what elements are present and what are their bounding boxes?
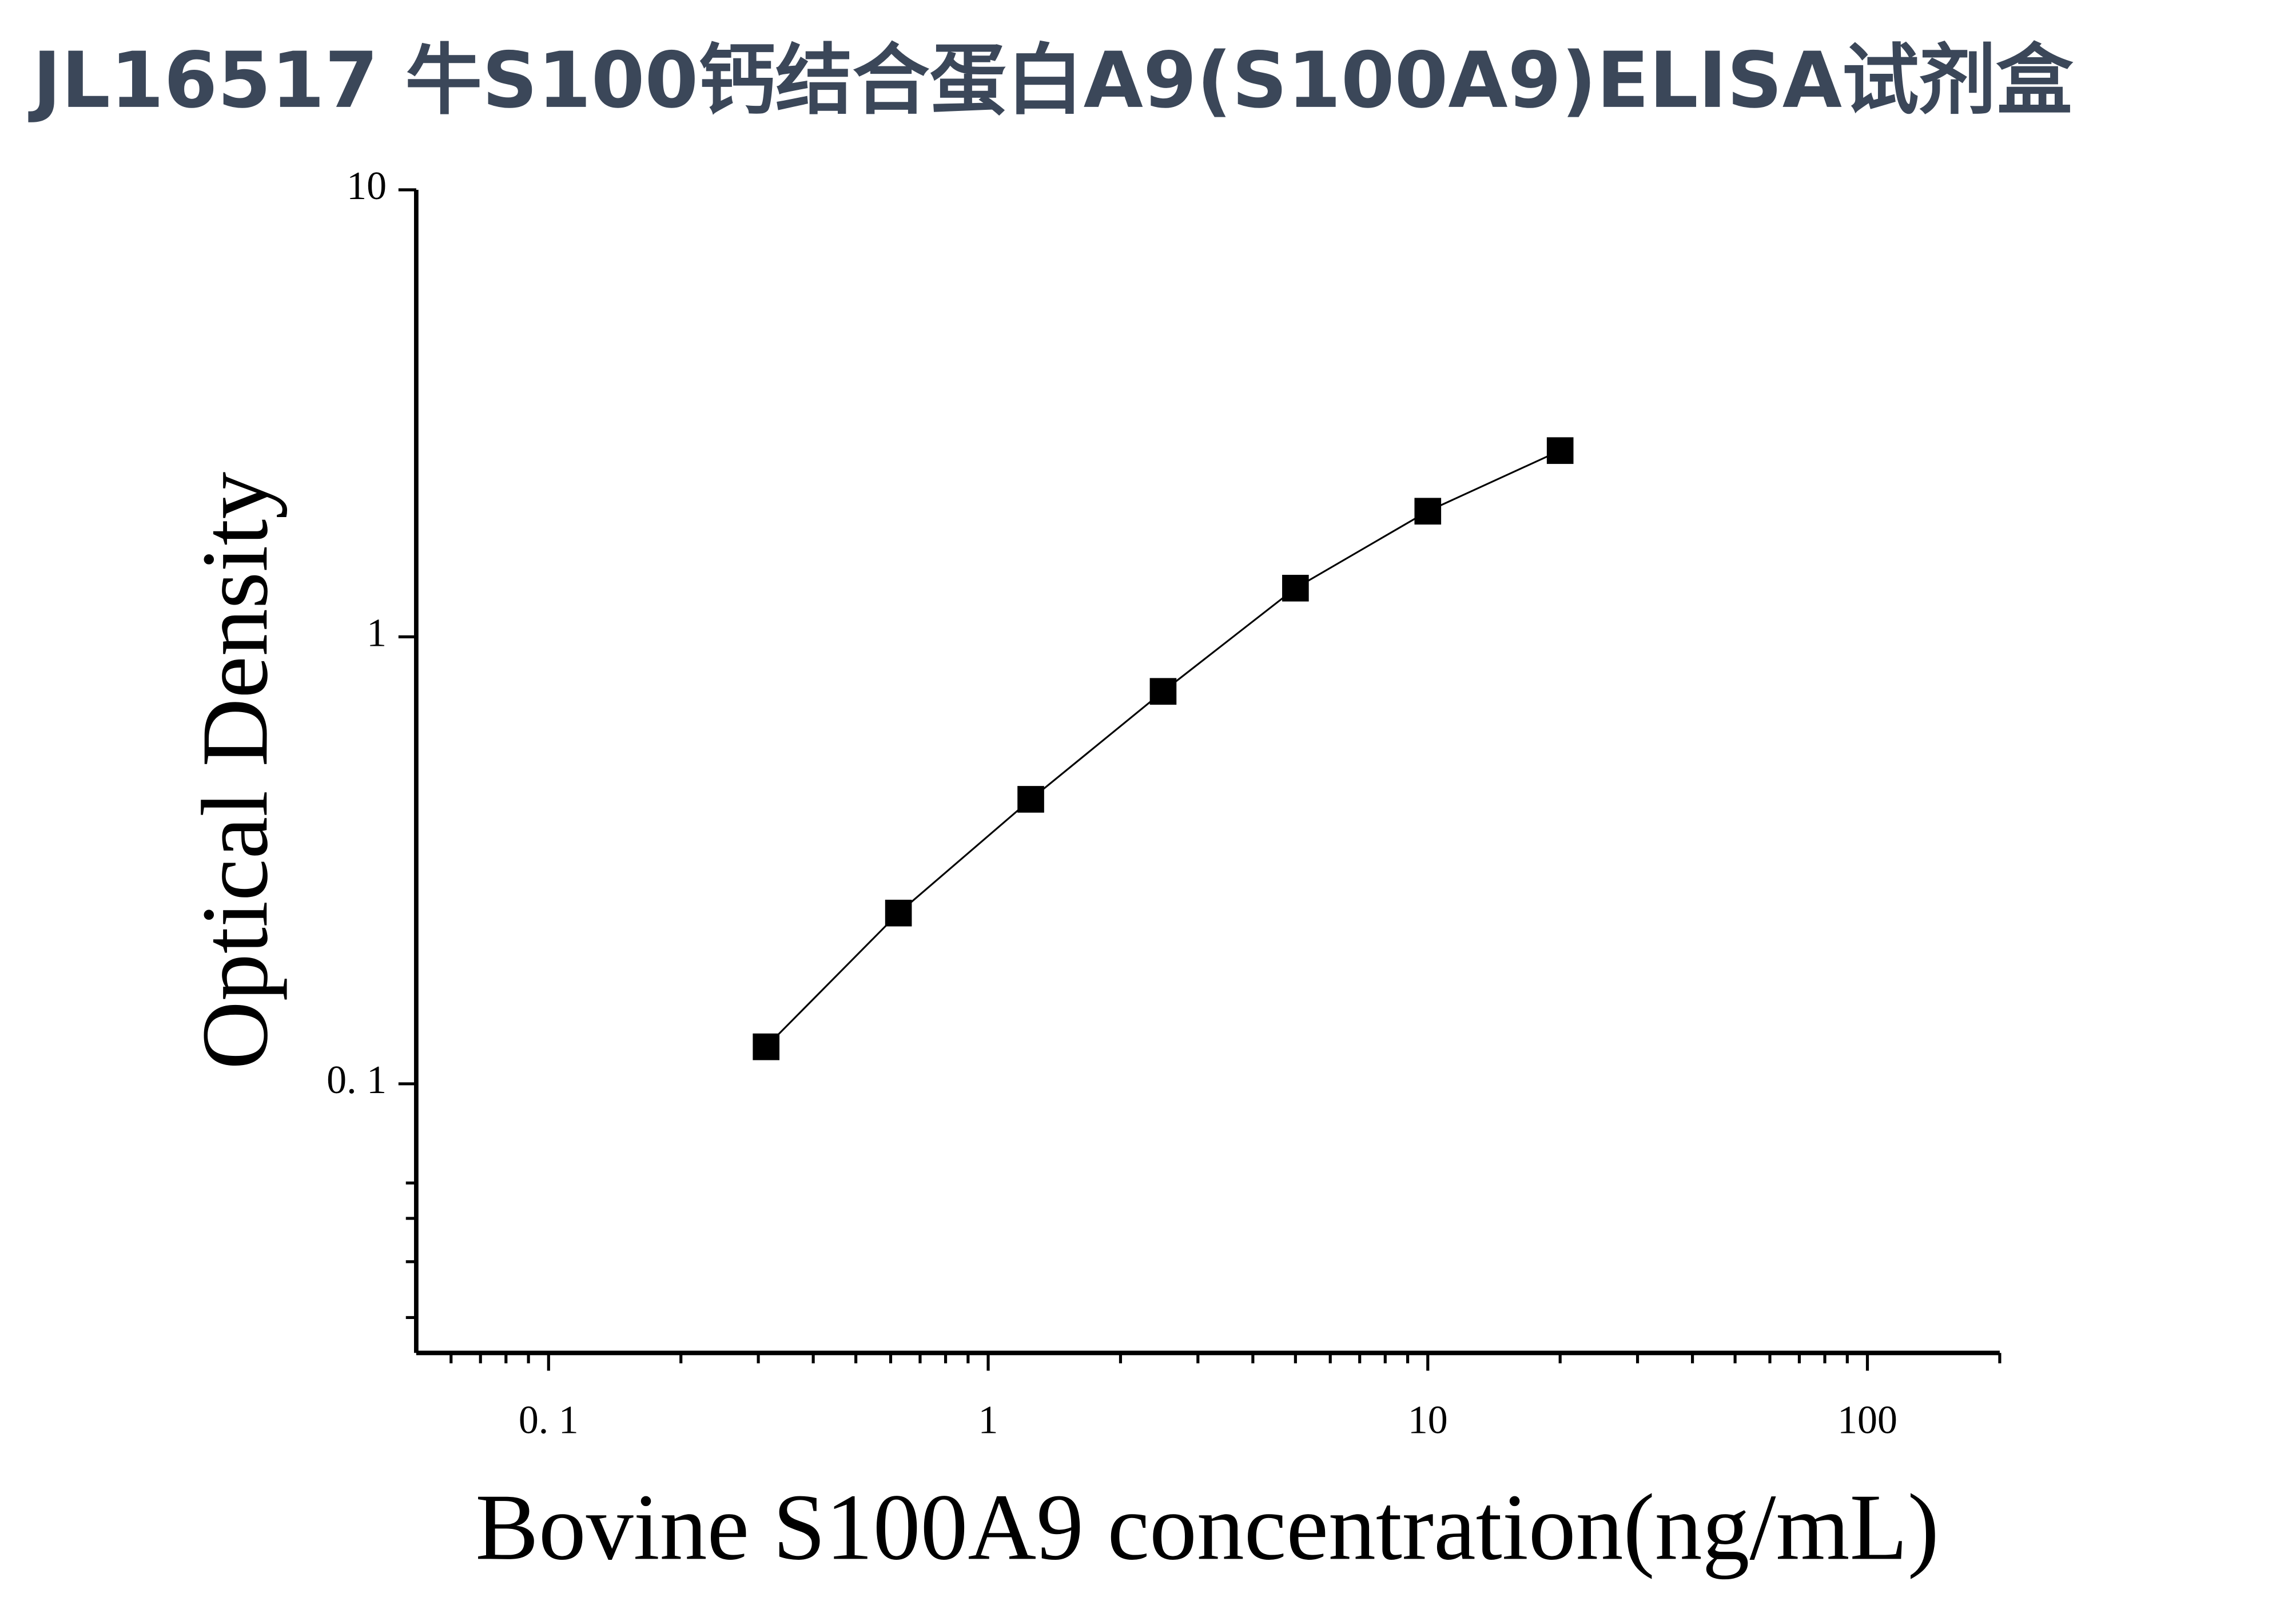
y-axis-label: Optical Density — [182, 472, 287, 1070]
x-tick-label: 0. 1 — [519, 1399, 579, 1443]
x-tick-label: 100 — [1837, 1399, 1897, 1443]
y-tick-label: 10 — [347, 164, 387, 208]
chart-title: JL16517 牛S100钙结合蛋白A9(S100A9)ELISA试剂盒 — [28, 35, 2074, 125]
x-tick-label: 10 — [1408, 1399, 1448, 1443]
data-point — [1149, 678, 1177, 705]
data-point — [1414, 498, 1442, 525]
y-tick-label: 0. 1 — [327, 1058, 387, 1102]
x-tick-label: 1 — [978, 1399, 998, 1443]
data-point — [1546, 437, 1574, 464]
data-point — [1017, 786, 1044, 813]
data-point — [1282, 574, 1309, 602]
data-point — [753, 1033, 780, 1060]
x-axis-label: Bovine S100A9 concentration(ng/mL) — [475, 1474, 1939, 1579]
y-tick-label: 1 — [367, 611, 387, 655]
fit-line — [765, 450, 1561, 1048]
data-point — [885, 899, 912, 927]
